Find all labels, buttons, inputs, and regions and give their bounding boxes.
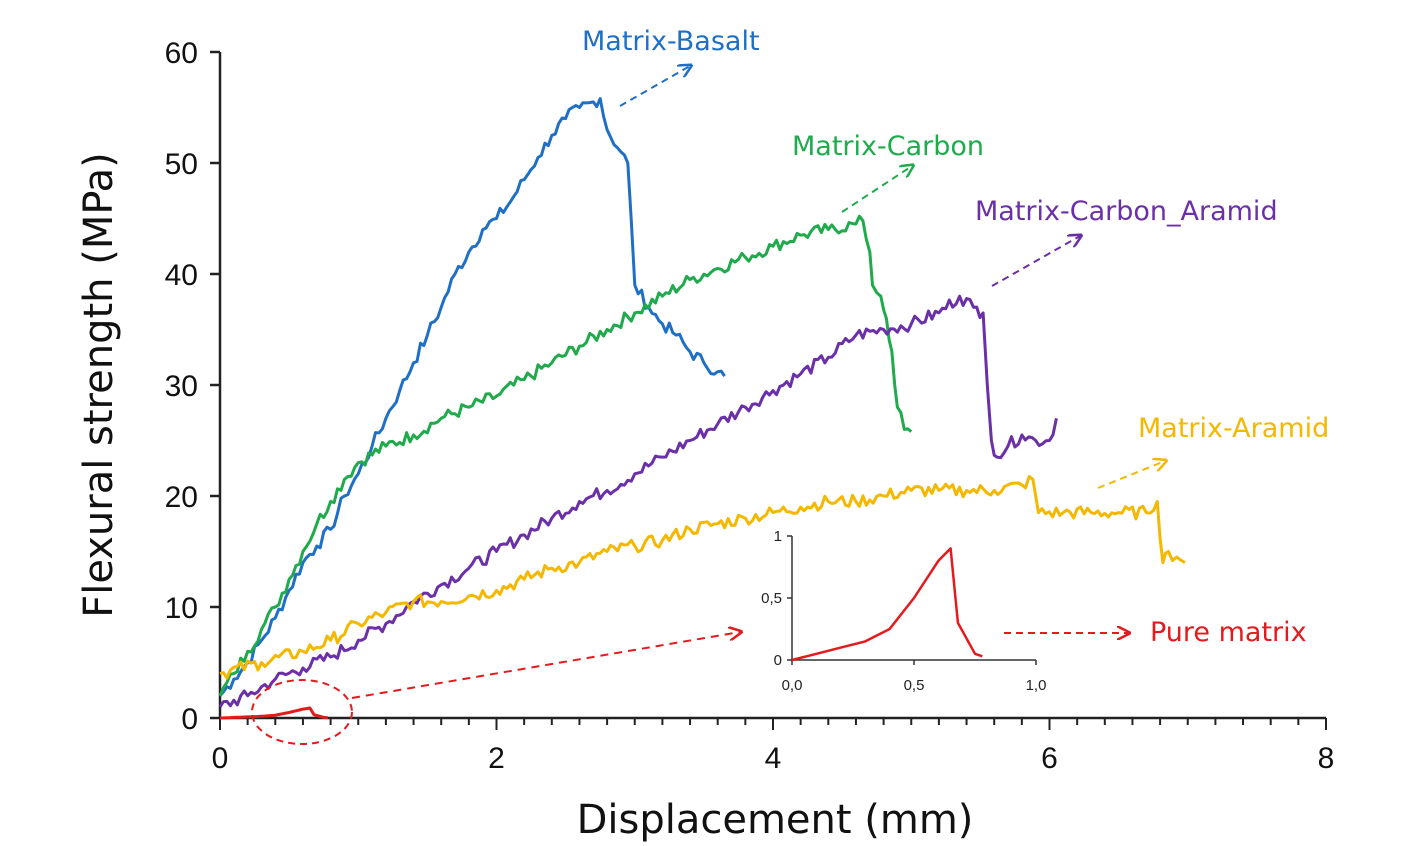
inset-x-tick-label: 1,0: [1026, 677, 1047, 694]
series-label: Pure matrix: [1150, 617, 1307, 648]
label-arrow: [991, 236, 1080, 287]
x-tick-label: 0: [212, 742, 229, 775]
label-arrow: [1097, 461, 1165, 489]
series-line-pure-matrix: [219, 706, 328, 720]
series-line-matrix-aramid: [219, 475, 1186, 680]
label-arrow: [619, 66, 690, 107]
y-tick-label: 20: [165, 481, 198, 514]
y-tick-label: 0: [181, 703, 198, 736]
x-tick-label: 2: [488, 742, 505, 775]
y-axis-title: Flexural strength (MPa): [76, 152, 122, 618]
y-tick-label: 50: [165, 148, 198, 181]
series-label: Matrix-Carbon: [792, 131, 984, 162]
y-tick-label: 40: [165, 259, 198, 292]
inset-x-tick-label: 0,0: [782, 677, 803, 694]
series-label: Matrix-Basalt: [582, 26, 760, 57]
x-tick-label: 6: [1041, 742, 1058, 775]
series-label: Matrix-Aramid: [1138, 413, 1329, 444]
inset-x-tick-label: 0,5: [904, 677, 925, 694]
label-arrow: [841, 166, 912, 213]
series-line-matrix-carbon: [218, 214, 913, 697]
inset-series-line: [791, 547, 983, 662]
y-tick-label: 30: [165, 370, 198, 403]
inset-chart: 0 0,5 1 0,0 0,5 1,0: [761, 528, 1046, 694]
y-tick-label: 10: [165, 592, 198, 625]
x-tick-label: 8: [1318, 742, 1335, 775]
inset-y-tick-label: 1: [774, 528, 782, 545]
series-line-matrix-carbon-aramid: [218, 294, 1058, 708]
y-tick-label: 60: [165, 37, 198, 70]
plot-area: [218, 97, 1186, 720]
series-labels: Matrix-Basalt Matrix-Carbon Matrix-Carbon_…: [251, 26, 1329, 745]
inset-y-tick-label: 0,5: [761, 590, 782, 607]
series-line-matrix-basalt: [218, 97, 726, 697]
callout-ellipse: [251, 679, 353, 745]
x-axis-title: Displacement (mm): [577, 797, 974, 843]
inset-y-tick-label: 0: [774, 652, 782, 669]
callout-arrow: [351, 632, 740, 699]
series-label: Matrix-Carbon_Aramid: [975, 196, 1278, 227]
x-tick-label: 4: [765, 742, 782, 775]
